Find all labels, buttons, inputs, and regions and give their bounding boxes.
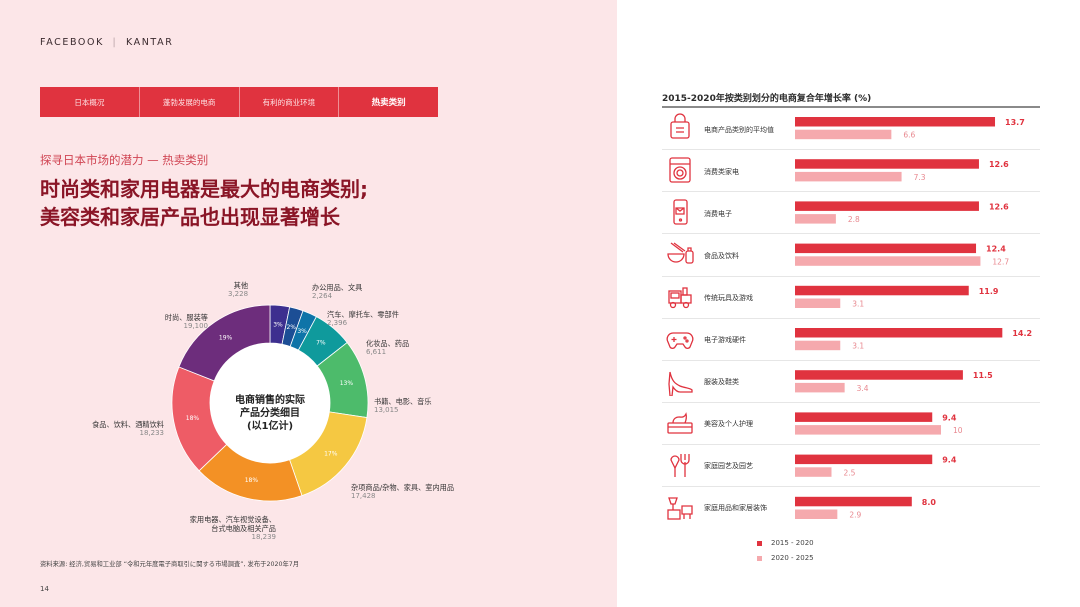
high-heel-icon [665, 366, 695, 397]
row-label-beauty: 美容及个人护理 [704, 420, 753, 428]
legend-item-2020-2025: 2020 - 2025 [757, 554, 814, 562]
tab-business-environment[interactable]: 有利的商业环境 [240, 87, 340, 117]
row-divider [662, 149, 1040, 150]
label-appliances-text-1: 家用电器、汽车视觉设备、 [189, 515, 276, 524]
label-office: 办公用品、文具 2,264 [312, 283, 362, 301]
donut-slice-percent: 19% [219, 335, 233, 342]
tab-ecommerce-growth[interactable]: 蓬勃发展的电商 [140, 87, 240, 117]
donut-slice-percent: 3% [297, 328, 307, 335]
page-number: 14 [40, 585, 49, 593]
furniture-lamp-icon [665, 492, 695, 522]
gamepad-icon [665, 324, 695, 354]
donut-slice-percent: 17% [324, 451, 338, 458]
donut-slice-percent: 18% [245, 477, 259, 484]
label-food-value: 18,233 [139, 429, 165, 437]
smartphone-icon [665, 197, 695, 227]
label-appliances-value: 18,239 [251, 533, 277, 541]
row-label-apparel-footwear: 服装及鞋类 [704, 378, 739, 386]
legend-swatch-2020-2025 [757, 555, 762, 561]
section-nav: 日本概况 蓬勃发展的电商 有利的商业环境 热卖类别 [40, 87, 438, 117]
label-cosmetics-text: 化妆品、药品 [366, 339, 410, 348]
label-misc-text: 杂项商品/杂物、家具、室内用品 [351, 483, 455, 492]
label-appliances: 家用电器、汽车视觉设备、 台式电脑及相关产品 18,239 [140, 515, 276, 542]
facebook-logo: FACEBOOK [40, 37, 104, 48]
row-divider [662, 486, 1040, 487]
donut-slice-percent: 3% [273, 321, 283, 328]
label-other: 其他 3,228 [228, 281, 248, 299]
row-divider [662, 402, 1040, 403]
label-cosmetics: 化妆品、药品 6,611 [366, 339, 409, 357]
row-divider [662, 276, 1040, 277]
donut-slice-percent: 7% [316, 340, 326, 347]
cosmetic-cream-icon [665, 408, 695, 438]
label-auto-text: 汽车、摩托车、零部件 [327, 310, 399, 319]
row-divider [662, 233, 1040, 234]
label-food: 食品、饮料、酒精饮料 18,233 [66, 420, 164, 438]
legend-label-2020-2025: 2020 - 2025 [771, 554, 814, 562]
label-appliances-text-2: 台式电脑及相关产品 [211, 524, 276, 533]
row-label-video-game-hardware: 电子游戏硬件 [704, 336, 746, 344]
bar-chart-title: 2015-2020年按类别划分的电商复合年增长率 (%) [662, 94, 872, 104]
label-auto-value: 2,396 [327, 319, 348, 327]
row-label-average: 电商产品类别的平均值 [704, 126, 774, 134]
toy-train-icon [665, 281, 695, 311]
label-fashion-value: 19,100 [183, 322, 209, 330]
donut-center-line-3: (以1亿计) [246, 421, 294, 432]
label-food-text: 食品、饮料、酒精饮料 [92, 420, 164, 429]
row-label-consumer-electronics: 消费电子 [704, 210, 732, 218]
headline-line-2: 美容类和家居产品也出现显著增长 [40, 205, 340, 229]
label-books: 书籍、电影、音乐 13,015 [374, 397, 432, 415]
row-label-food-beverage: 食品及饮料 [704, 252, 739, 260]
row-label-garden: 家庭园艺及园艺 [704, 462, 753, 470]
label-fashion-text: 时尚、服装等 [164, 313, 208, 322]
left-panel: FACEBOOK | KANTAR 日本概况 蓬勃发展的电商 有利的商业环境 热… [0, 0, 617, 607]
row-divider [662, 444, 1040, 445]
donut-center-line-1: 电商销售的实际 [235, 395, 305, 406]
source-note: 资料来源: 经济,贸易和工业部 “令和元年度電子商取引に関する市場調査”, 发布… [40, 561, 300, 568]
donut-chart: 3% 2%3% 7% 13% 17% 18% 18% 19% [171, 304, 369, 502]
section-subtitle: 探寻日本市场的潜力 — 热卖类别 [40, 153, 209, 167]
donut-hole [210, 343, 330, 463]
bar-chart-title-rule [662, 106, 1040, 108]
row-divider [662, 191, 1040, 192]
washing-machine-icon [665, 155, 695, 185]
label-books-value: 13,015 [374, 406, 399, 414]
donut-slice-percent: 18% [186, 415, 200, 422]
page-headline: 时尚类和家用电器是最大的电商类别; 美容类和家居产品也出现显著增长 [40, 175, 368, 231]
food-bowl-icon [665, 239, 695, 269]
label-misc: 杂项商品/杂物、家具、室内用品 17,428 [351, 483, 454, 501]
label-auto: 汽车、摩托车、零部件 2,396 [327, 310, 399, 328]
legend-swatch-2015-2020 [757, 540, 762, 546]
label-books-text: 书籍、电影、音乐 [374, 397, 432, 406]
brand-separator: | [112, 37, 118, 48]
brand-logos: FACEBOOK | KANTAR [40, 37, 173, 48]
garden-tools-icon [665, 450, 695, 480]
label-fashion: 时尚、服装等 19,100 [140, 313, 208, 331]
label-cosmetics-value: 6,611 [366, 348, 387, 356]
legend-item-2015-2020: 2015 - 2020 [757, 539, 814, 547]
row-divider [662, 318, 1040, 319]
legend-label-2015-2020: 2015 - 2020 [771, 539, 814, 547]
label-office-text: 办公用品、文具 [312, 283, 363, 292]
kantar-logo: KANTAR [125, 37, 174, 48]
label-misc-value: 17,428 [351, 492, 376, 500]
row-label-home-appliances: 消费类家电 [704, 168, 739, 176]
donut-center-line-2: 产品分类细目 [240, 408, 300, 419]
label-other-text: 其他 [233, 281, 249, 290]
label-other-value: 3,228 [228, 290, 249, 298]
tab-japan-overview[interactable]: 日本概况 [40, 87, 140, 117]
tab-hot-categories[interactable]: 热卖类别 [371, 98, 406, 108]
donut-slice-percent: 2% [286, 324, 296, 331]
row-label-home-decor: 家庭用品和家居装饰 [704, 504, 767, 512]
donut-slice-percent: 13% [340, 380, 354, 387]
donut-center-label: 电商销售的实际 产品分类细目 (以1亿计) [220, 394, 320, 433]
label-office-value: 2,264 [312, 292, 333, 300]
headline-line-1: 时尚类和家用电器是最大的电商类别; [40, 177, 368, 201]
row-divider [662, 360, 1040, 361]
row-label-toys-games: 传统玩具及游戏 [704, 294, 753, 302]
shopping-cart-icon [665, 113, 695, 143]
